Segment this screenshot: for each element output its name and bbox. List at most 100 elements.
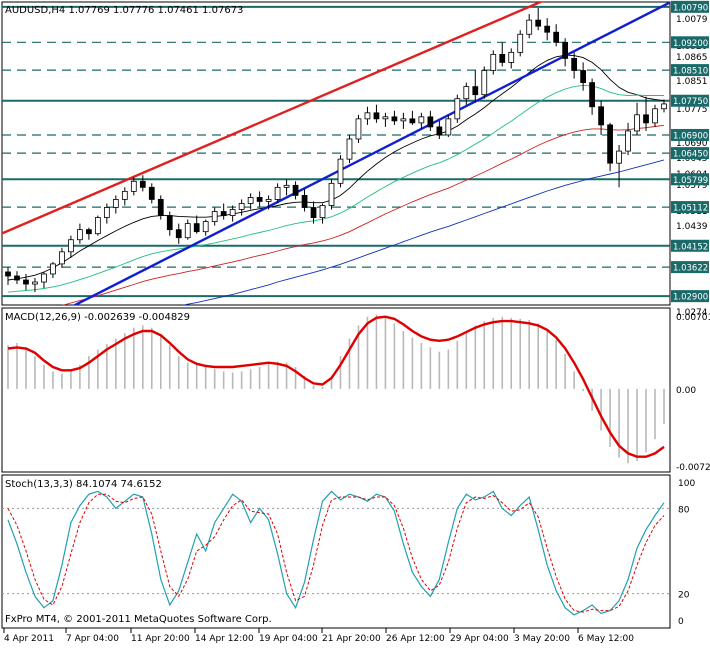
candle-body <box>436 126 443 136</box>
candle-body <box>544 25 551 33</box>
macd-plot <box>7 314 665 464</box>
candle-body <box>634 114 640 132</box>
macd-title: MACD(12,26,9) -0.002639 -0.004829 <box>5 312 190 323</box>
candle-body <box>265 199 272 202</box>
copyright-footer: FxPro MT4, © 2001-2011 MetaQuotes Softwa… <box>5 614 272 625</box>
candle-body <box>382 116 389 120</box>
level-label-bg <box>671 36 709 49</box>
candle-body <box>94 217 101 235</box>
level-label-bg <box>671 64 709 77</box>
trendline <box>2 2 544 235</box>
time-axis: 4 Apr 2011 7 Apr 04:00 11 Apr 20:00 14 Apr … <box>3 628 634 644</box>
candle-body <box>481 70 488 96</box>
candle-body <box>598 106 604 126</box>
price-tick-label: 1.0775 <box>676 105 708 115</box>
time-tick-label: 7 Apr 04:00 <box>66 634 119 644</box>
candle-body <box>607 124 613 164</box>
time-tick-label: 11 Apr 20:00 <box>131 634 190 644</box>
level-label: 1.06900 <box>673 131 708 141</box>
candle-body <box>211 211 218 222</box>
macd-panel: 0.00701 0.00 -0.00723 <box>1 307 710 473</box>
trendline <box>72 2 670 305</box>
moving-average-line <box>7 54 665 281</box>
moving-average-line <box>182 159 665 305</box>
level-label-bg <box>671 290 709 303</box>
level-label: 1.04152 <box>673 242 708 252</box>
level-label: 1.06450 <box>673 150 708 160</box>
macd-tick-label: 0.00 <box>676 386 696 396</box>
price-tick-label: 1.0865 <box>676 53 708 63</box>
price-tick-label: 1.0851 <box>676 77 708 87</box>
level-label-bg <box>671 201 709 214</box>
candle-body <box>472 86 479 96</box>
level-label: 1.02900 <box>673 293 708 303</box>
candle-body <box>391 116 398 122</box>
time-tick-label: 26 Apr 12:00 <box>386 634 445 644</box>
candle-body <box>517 33 524 53</box>
candle-body <box>337 158 344 184</box>
stoch-main-line <box>7 490 665 616</box>
candle-body <box>409 118 416 124</box>
stoch-tick-label: 100 <box>678 479 695 489</box>
candle-body <box>77 229 83 241</box>
candle-body <box>346 138 353 160</box>
candle-body <box>68 239 74 253</box>
macd-tick-label: 0.00701 <box>676 313 710 323</box>
candle-body <box>283 184 290 188</box>
candle-body <box>400 118 407 122</box>
candle-body <box>157 199 164 216</box>
candle-body <box>112 199 119 208</box>
candle-body <box>355 118 362 140</box>
level-label-bg <box>671 173 709 186</box>
price-tick-label: 1.0690 <box>676 139 708 149</box>
candle-body <box>229 209 236 216</box>
candle-body <box>202 221 209 233</box>
price-tick-label: 1.0579 <box>676 181 708 191</box>
candle-body <box>328 182 335 206</box>
candle-body <box>50 263 56 275</box>
candle-body <box>175 229 182 239</box>
price-header: AUDUSD,H4 1.07769 1.07776 1.07461 1.0767… <box>5 5 243 16</box>
candle-body <box>139 180 146 188</box>
level-label-bg <box>671 128 709 141</box>
price-panel: 1.00791.09201.08651.08511.07751.06901.06… <box>1 0 709 318</box>
level-label-bg <box>671 0 709 13</box>
candle-body <box>652 108 658 124</box>
level-label: 1.03622 <box>673 264 708 274</box>
candle-body <box>616 150 622 164</box>
stoch-signal-line <box>7 493 665 613</box>
price-tick-label: 1.0079 <box>676 15 708 25</box>
candle-body <box>454 98 461 120</box>
candle-body <box>193 223 200 233</box>
candle-body <box>184 223 191 239</box>
moving-average-line <box>61 124 665 305</box>
candle-body <box>319 205 326 218</box>
time-tick-label: 6 May 12:00 <box>578 634 634 644</box>
level-label: 1.05112 <box>673 204 708 214</box>
moving-average-line <box>7 84 664 293</box>
price-tick-label: 1.0274 <box>676 308 708 318</box>
time-tick-label: 21 Apr 20:00 <box>322 634 381 644</box>
stoch-plot <box>2 490 670 616</box>
candle-body <box>130 180 137 192</box>
candle-body <box>490 53 497 71</box>
candle-body <box>274 186 281 200</box>
candle-body <box>418 116 425 124</box>
candle-body <box>59 251 65 265</box>
price-tick-label: 1.0439 <box>676 222 708 232</box>
level-label-bg <box>671 239 709 252</box>
candle-body <box>121 190 128 200</box>
level-label: 1.08510 <box>673 67 708 77</box>
candle-body <box>499 53 506 63</box>
candle-body <box>661 103 667 110</box>
level-label: 1.05799 <box>673 176 708 186</box>
stoch-panel: 100 80 20 0 <box>1 474 695 629</box>
candle-body <box>238 203 245 210</box>
candle-body <box>14 275 20 281</box>
candle-body <box>508 51 515 63</box>
level-label-bg <box>671 147 709 160</box>
candle-body <box>247 197 254 204</box>
candle-body <box>148 186 155 200</box>
candle-body <box>86 229 92 235</box>
candle-body <box>301 195 308 208</box>
